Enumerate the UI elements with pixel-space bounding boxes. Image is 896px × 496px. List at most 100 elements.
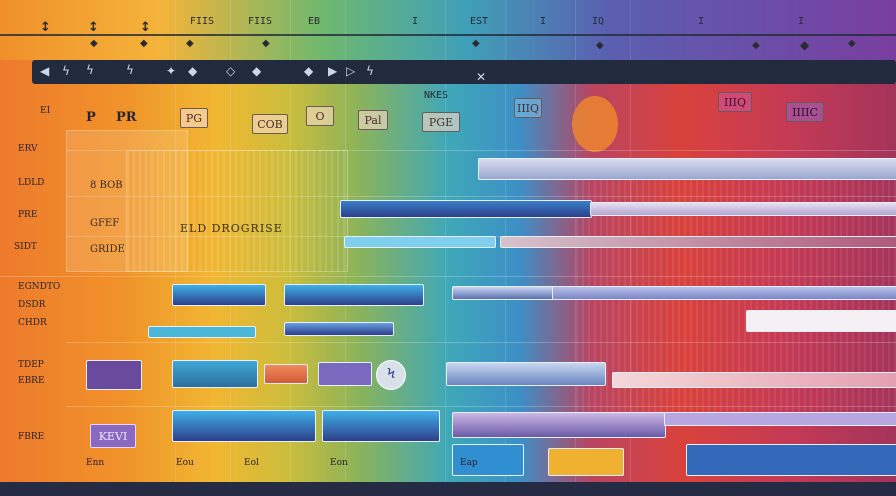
band-divider — [575, 0, 576, 496]
grid-line — [66, 342, 896, 343]
lightning-icon[interactable]: ϟ — [62, 64, 70, 78]
row-label: DSDR — [18, 300, 46, 310]
grid-panel — [126, 150, 348, 272]
grid-line — [66, 406, 896, 407]
prev-icon[interactable]: ◀ — [40, 64, 50, 78]
diamond-icon[interactable]: ◆ — [186, 38, 194, 49]
grid-line — [0, 276, 896, 277]
diamond-icon[interactable]: ◆ — [140, 38, 148, 49]
timeline-bar[interactable] — [340, 200, 592, 218]
top-label: I — [540, 16, 547, 27]
timeline-bar[interactable] — [318, 362, 372, 386]
row-label: EBRE — [18, 376, 45, 386]
tool-icon[interactable]: ◆ — [252, 64, 262, 78]
header-label: PR — [116, 110, 137, 125]
band-divider — [290, 0, 291, 496]
diamond-icon[interactable]: ◆ — [90, 38, 98, 49]
header-chip[interactable]: COB — [252, 114, 288, 134]
top-ruler-line — [0, 34, 896, 36]
grid-line — [66, 150, 896, 151]
timeline-bar[interactable] — [612, 372, 896, 388]
diamond-icon[interactable]: ◆ — [800, 38, 810, 52]
diamond-icon[interactable]: ◆ — [596, 40, 604, 51]
timeline-bar[interactable] — [284, 284, 424, 306]
row-text: 8 BOB — [90, 180, 123, 191]
row-label: TDEP — [18, 360, 44, 370]
tool-icon[interactable]: ◆ — [188, 64, 198, 78]
header-chip[interactable]: IIIQ — [514, 98, 542, 118]
timeline-bar[interactable] — [86, 360, 142, 390]
timeline-bar[interactable] — [746, 310, 896, 332]
footer-label: Eou — [176, 458, 194, 468]
tool-icon[interactable]: ▶ — [328, 64, 338, 78]
toolbar-label: NKES — [424, 90, 449, 101]
footer-label: Eap — [460, 458, 478, 468]
row-label: ERV — [18, 144, 38, 154]
marker-icon[interactable]: ↕ — [88, 20, 99, 35]
diamond-icon[interactable]: ◆ — [472, 38, 480, 49]
tool-icon[interactable]: ϟ — [126, 63, 134, 77]
header-blob — [572, 96, 618, 152]
top-label: FIIS — [248, 16, 273, 27]
timeline-bar[interactable] — [344, 236, 496, 248]
row-text: GRIDE — [90, 244, 125, 255]
status-bar — [0, 482, 896, 496]
lightning-icon[interactable]: ϟ — [86, 63, 94, 77]
timeline-bar[interactable] — [664, 412, 896, 426]
marker-icon[interactable]: ↕ — [140, 20, 151, 35]
grid-label: ELD DROGRISE — [180, 222, 283, 235]
timeline-bar[interactable] — [548, 448, 624, 476]
timeline-bar[interactable] — [172, 360, 258, 388]
header-chip[interactable]: IIIIC — [786, 102, 824, 122]
timeline-bar[interactable] — [686, 444, 896, 476]
tool-icon[interactable]: ✦ — [166, 64, 177, 78]
timeline-bar[interactable] — [446, 362, 606, 386]
timeline-bar[interactable] — [478, 158, 896, 180]
tool-icon[interactable]: ▷ — [346, 64, 356, 78]
row-label: EGNDTO — [18, 282, 61, 292]
diamond-icon[interactable]: ◆ — [848, 38, 856, 49]
timeline-bar[interactable] — [322, 410, 440, 442]
row-text: GFEF — [90, 218, 120, 229]
row-label: SIDT — [14, 242, 37, 252]
timeline-bar[interactable] — [452, 412, 666, 438]
header-chip[interactable]: O — [306, 106, 334, 126]
header-chip[interactable]: IIIQ — [718, 92, 752, 112]
tool-icon[interactable]: ϟ — [366, 64, 374, 78]
timeline-bar[interactable] — [172, 284, 266, 306]
tool-icon[interactable]: ◇ — [226, 64, 236, 78]
band-divider — [630, 0, 631, 496]
timeline-bar[interactable] — [452, 444, 524, 476]
marker-icon[interactable]: ↕ — [40, 20, 51, 35]
band-divider — [445, 0, 446, 496]
timeline-bar[interactable] — [552, 286, 896, 300]
timeline-bar[interactable] — [264, 364, 308, 384]
timeline-toolbar — [32, 60, 896, 84]
row-label: CHDR — [18, 318, 47, 328]
band-divider — [230, 0, 231, 496]
row-label: FBRE — [18, 432, 45, 442]
footer-label: Enn — [86, 458, 105, 468]
timeline-bar[interactable] — [500, 236, 896, 248]
diamond-icon[interactable]: ◆ — [262, 38, 270, 49]
diamond-icon[interactable]: ◆ — [752, 40, 760, 51]
top-label: IQ — [592, 16, 605, 27]
row-label: LDLD — [18, 178, 45, 188]
milestone-icon[interactable]: Ϟ — [376, 360, 406, 390]
header-chip[interactable]: PG — [180, 108, 208, 128]
top-band — [0, 0, 896, 60]
top-label: FIIS — [190, 16, 215, 27]
top-label: I — [412, 16, 419, 27]
timeline-bar[interactable] — [284, 322, 394, 336]
header-chip[interactable]: Pal — [358, 110, 388, 130]
footer-label: Eon — [330, 458, 348, 468]
timeline-bar[interactable] — [148, 326, 256, 338]
timeline-bar[interactable] — [590, 202, 896, 216]
timeline-bar[interactable] — [172, 410, 316, 442]
header-chip[interactable]: PGE — [422, 112, 460, 132]
band-divider — [175, 0, 176, 496]
tool-icon[interactable]: ✕ — [476, 70, 487, 84]
timeline-bar[interactable] — [452, 286, 554, 300]
tool-icon[interactable]: ◆ — [304, 64, 314, 78]
menu-chip[interactable]: KEVI — [90, 424, 136, 448]
